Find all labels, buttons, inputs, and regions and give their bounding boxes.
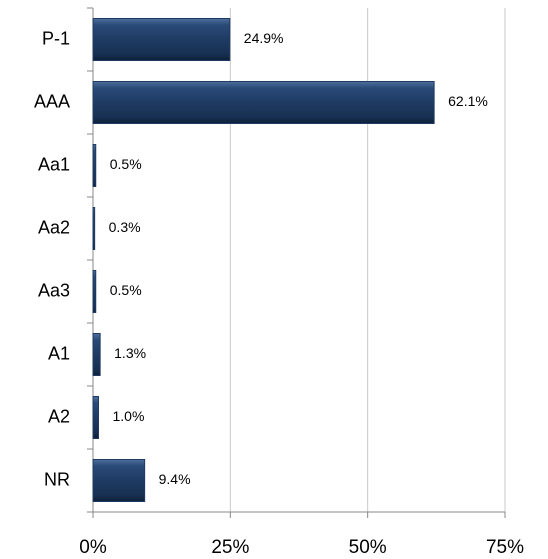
category-label: AAA — [34, 91, 70, 111]
bar — [92, 81, 435, 124]
bar — [92, 270, 97, 313]
value-label: 1.0% — [112, 408, 144, 424]
bar — [92, 207, 96, 250]
value-label: 0.3% — [109, 219, 141, 235]
category-label: Aa3 — [38, 280, 70, 300]
value-label: 1.3% — [114, 345, 146, 361]
bar — [92, 144, 97, 187]
value-label: 24.9% — [244, 30, 284, 46]
value-label: 0.5% — [110, 156, 142, 172]
x-tick-label: 25% — [211, 537, 249, 558]
category-label: Aa2 — [38, 217, 70, 237]
bar — [92, 396, 99, 439]
category-label: A2 — [48, 406, 70, 426]
bar — [92, 18, 231, 61]
bar — [92, 459, 146, 502]
category-label: NR — [44, 469, 70, 489]
value-label: 9.4% — [159, 471, 191, 487]
x-tick-label: 75% — [486, 537, 524, 558]
x-tick-label: 0% — [79, 537, 107, 558]
value-label: 0.5% — [110, 282, 142, 298]
category-label: P-1 — [42, 28, 70, 48]
category-label: Aa1 — [38, 154, 70, 174]
value-label: 62.1% — [448, 93, 488, 109]
bar — [92, 333, 101, 376]
category-label: A1 — [48, 343, 70, 363]
x-tick-label: 50% — [349, 537, 387, 558]
